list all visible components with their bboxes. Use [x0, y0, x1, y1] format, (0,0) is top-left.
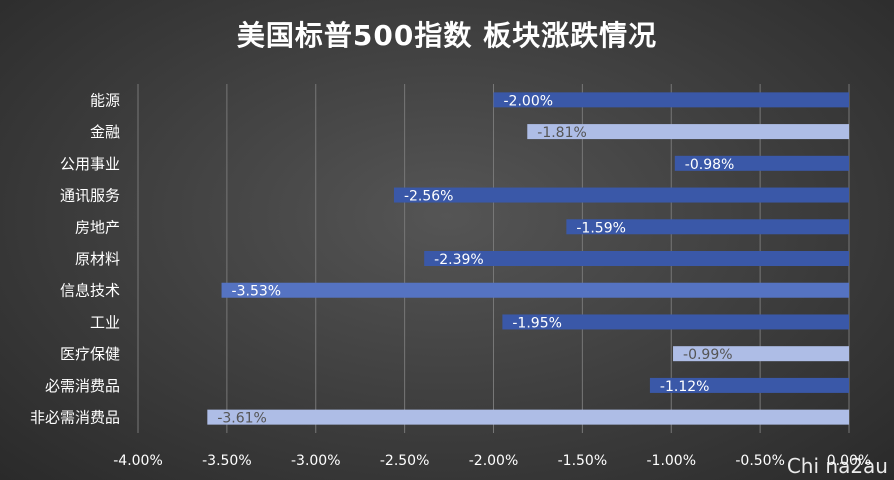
bar: [424, 251, 849, 266]
bar: [493, 92, 849, 108]
bar-value-label: -1.95%: [512, 315, 562, 331]
category-label: 非必需消费品: [30, 409, 120, 427]
x-tick-label: -2.50%: [380, 453, 430, 469]
x-tick-label: -3.50%: [202, 453, 252, 469]
category-label: 能源: [90, 91, 120, 109]
bar-value-label: -2.39%: [434, 252, 484, 268]
bar-value-label: -1.59%: [576, 220, 626, 236]
bar: [502, 314, 849, 330]
bar-value-label: -2.00%: [504, 93, 554, 109]
x-tick-label: -4.00%: [113, 453, 163, 469]
bar: [221, 282, 850, 298]
bar-value-label: -1.81%: [537, 125, 587, 141]
bar-value-label: -1.12%: [660, 379, 710, 395]
x-tick-label: -1.00%: [646, 453, 696, 469]
bar: [207, 409, 849, 425]
bar-value-label: -3.61%: [217, 411, 267, 427]
x-axis-ticks: -4.00% -3.50% -3.00% -2.50% -2.00% -1.50% -1.0…: [113, 453, 871, 469]
category-label: 房地产: [75, 218, 120, 236]
bar: [566, 219, 849, 235]
bar-value-label: -0.98%: [685, 157, 735, 173]
bars: -2.00% -1.81% -0.98% -2.56% -1.59% -2.39% -3.5…: [207, 92, 850, 427]
category-label: 原材料: [75, 250, 120, 268]
category-label: 工业: [90, 313, 120, 331]
bar: [649, 377, 849, 393]
bar-value-label: -0.99%: [683, 347, 733, 363]
x-tick-label: -3.00%: [291, 453, 341, 469]
category-label: 金融: [90, 123, 120, 141]
chart-title: 美国标普500指数 板块涨跌情况: [236, 19, 658, 52]
bar: [673, 346, 849, 362]
watermark-text: Chi na2au: [786, 454, 888, 478]
x-tick-label: -2.00%: [469, 453, 519, 469]
category-label: 信息技术: [60, 282, 120, 300]
x-tick-label: -1.50%: [558, 453, 608, 469]
x-tick-label: -0.50%: [735, 453, 785, 469]
category-label: 必需消费品: [45, 377, 120, 395]
category-label: 通讯服务: [60, 187, 120, 205]
x-tick-label: 0.00%: [827, 453, 871, 469]
bar-value-label: -2.56%: [404, 189, 454, 205]
category-label: 医疗保健: [60, 345, 120, 363]
bar-value-label: -3.53%: [232, 284, 282, 300]
category-label: 公用事业: [60, 155, 120, 173]
bar: [527, 124, 849, 140]
bar: [674, 155, 849, 171]
bar: [393, 187, 849, 203]
